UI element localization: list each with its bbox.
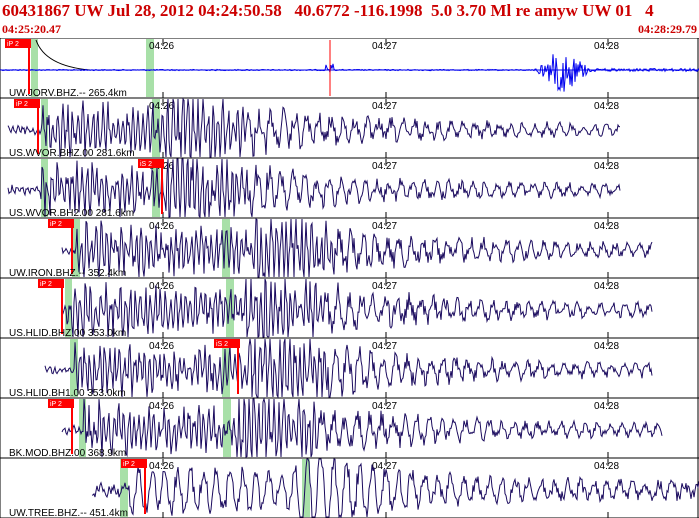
arrival-window (120, 459, 128, 517)
pick-label: iP 2 (50, 401, 62, 408)
channel-label: UW.IRON.BHZ.-- 352.4km (9, 268, 126, 279)
pick-flag[interactable] (5, 39, 31, 48)
event-title: 60431867 UW Jul 28, 2012 04:24:50.58 40.… (2, 1, 654, 20)
pick-label: iS 2 (140, 161, 152, 168)
time-tick-label: 04:27 (372, 281, 397, 292)
arrival-window (223, 399, 231, 457)
time-tick-label: 04:26 (149, 101, 174, 112)
time-tick-label: 04:27 (372, 461, 397, 472)
pick-label: iS 2 (216, 341, 228, 348)
arrival-window (79, 399, 86, 457)
time-tick-label: 04:28 (594, 401, 619, 412)
time-tick-label: 04:28 (594, 341, 619, 352)
waveform-trace (61, 218, 653, 278)
waveform-trace (61, 278, 653, 339)
time-tick-label: 04:26 (149, 341, 174, 352)
time-tick-label: 04:28 (594, 41, 619, 52)
time-tick-label: 04:26 (149, 401, 174, 412)
waveform-trace (61, 397, 663, 458)
pick-label: iP 2 (40, 281, 52, 288)
channel-label: US.HLID.BHZ.00 353.0km (9, 328, 126, 339)
arrival-window (152, 99, 160, 157)
arrival-window (41, 99, 48, 157)
pick-flag[interactable] (121, 459, 147, 468)
time-tick-label: 04:27 (372, 401, 397, 412)
channel-row[interactable]: 04:26 04:27 04:28 iP 2 BK.MOD.BHZ.00 368.9km (9, 397, 663, 459)
channel-row[interactable]: 04:26 04:27 04:28 iP 2 UW.TREE.BHZ.-- 451.4k… (9, 458, 699, 518)
pick-flag[interactable] (214, 339, 240, 348)
time-tick-label: 04:28 (594, 101, 619, 112)
time-tick-label: 04:28 (594, 461, 619, 472)
waveform-trace (7, 158, 621, 219)
pick-label: iP 2 (16, 101, 28, 108)
channel-label: UW.TREE.BHZ.-- 451.4km (9, 508, 128, 518)
time-tick-label: 04:27 (372, 101, 397, 112)
waveform-trace (7, 97, 621, 159)
channel-row[interactable]: 04:26 04:27 04:28 iP 2 US.WVOR.BHZ.00 281.6k… (7, 97, 621, 159)
channel-row[interactable]: 04:26 04:27 04:28 iP 2 US.HLID.BHZ.00 353.0k… (9, 278, 653, 339)
time-tick-label: 04:27 (372, 341, 397, 352)
time-tick-label: 04:26 (149, 461, 174, 472)
time-tick-label: 04:27 (372, 161, 397, 172)
time-tick-label: 04:26 (149, 221, 174, 232)
pick-label: iP 2 (7, 41, 19, 48)
time-tick-label: 04:28 (594, 221, 619, 232)
time-tick-label: 04:28 (594, 281, 619, 292)
pick-label: iP 2 (50, 221, 62, 228)
pick-flag[interactable] (38, 279, 64, 288)
end-time-label: 04:28:29.79 (638, 22, 697, 36)
channel-row[interactable]: 04:26 04:27 04:28 iS 2 US.HLID.BH1.00 353.0k… (9, 338, 653, 399)
start-time-label: 04:25:20.47 (2, 22, 61, 36)
time-tick-label: 04:28 (594, 161, 619, 172)
channel-label: UW.JORV.BHZ.-- 265.4km (9, 88, 127, 99)
channel-label: US.WVOR.BH2.00 281.6km (9, 208, 134, 219)
amplitude-curve (35, 39, 91, 71)
waveform-trace (44, 338, 653, 399)
pick-flag[interactable] (138, 159, 164, 168)
waveform-trace (0, 54, 699, 92)
waveform-trace (91, 458, 699, 518)
channel-label: BK.MOD.BHZ.00 368.9km (9, 448, 126, 459)
time-tick-label: 04:27 (372, 41, 397, 52)
arrival-window (226, 279, 234, 337)
time-tick-label: 04:26 (149, 41, 174, 52)
arrival-window (31, 39, 38, 97)
arrival-window (302, 459, 310, 517)
arrival-window (146, 39, 154, 97)
time-tick-label: 04:26 (149, 281, 174, 292)
event-header: 60431867 UW Jul 28, 2012 04:24:50.58 40.… (0, 0, 699, 38)
pick-flag[interactable] (48, 219, 74, 228)
pick-label: iP 2 (123, 461, 135, 468)
pick-flag[interactable] (14, 99, 40, 108)
arrival-window (222, 219, 230, 277)
channel-row[interactable]: 04:26 04:27 04:28 iP 2 UW.JORV.BHZ.-- 265.4k… (0, 39, 699, 99)
channel-label: US.HLID.BH1.00 353.0km (9, 388, 126, 399)
time-tick-label: 04:27 (372, 221, 397, 232)
channel-row[interactable]: 04:26 04:27 04:28 iP 2 UW.IRON.BHZ.-- 352.4k… (9, 218, 653, 279)
pick-flag[interactable] (48, 399, 74, 408)
seismogram-panel[interactable]: 04:26 04:27 04:28 iP 2 UW.JORV.BHZ.-- 265.4k… (0, 38, 699, 518)
channel-label: US.WVOR.BHZ.00 281.6km (9, 148, 135, 159)
